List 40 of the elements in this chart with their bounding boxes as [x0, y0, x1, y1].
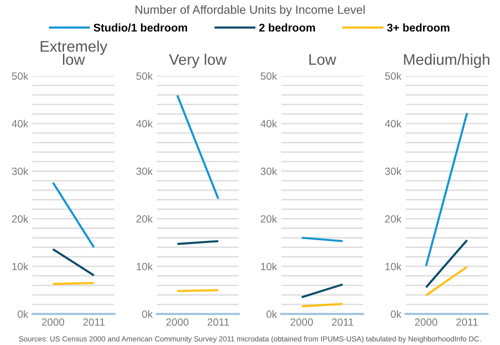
y-tick-label: 50k: [385, 72, 402, 80]
y-tick-label: 50k: [12, 72, 28, 80]
y-tick-label: 30k: [385, 167, 402, 175]
x-tick-label: 2011: [83, 318, 105, 326]
y-tick-label: 20k: [12, 214, 28, 223]
y-tick-label: 40k: [260, 120, 278, 128]
y-tick-label: 40k: [384, 120, 402, 128]
x-tick-label: 2000: [415, 318, 438, 326]
y-tick-label: 20k: [136, 214, 153, 223]
y-tick-label: 50k: [260, 72, 278, 80]
y-tick-label: 10k: [261, 262, 278, 270]
y-tick-label: 40k: [12, 120, 28, 128]
chart-title: Low: [309, 54, 336, 65]
y-tick-label: 30k: [12, 167, 28, 175]
x-tick-label: 2011: [456, 318, 478, 326]
legend-label: 3+ bedroom: [387, 23, 450, 32]
y-tick-label: 50k: [136, 72, 153, 80]
x-tick-label: 2000: [42, 318, 64, 326]
x-tick-label: 2011: [208, 318, 229, 326]
y-tick-label: 30k: [260, 167, 278, 175]
x-tick-label: 2011: [332, 318, 354, 326]
chart-title: Extremely low: [40, 40, 108, 65]
legend-label: Studio/1 bedroom: [94, 23, 188, 32]
y-tick-label: 10k: [12, 262, 28, 270]
y-tick-label: 30k: [136, 167, 153, 175]
y-tick-label: 20k: [385, 214, 402, 223]
y-tick-label: 40k: [136, 120, 153, 128]
y-tick-label: 10k: [385, 262, 402, 270]
chart-title: Medium/high: [404, 54, 490, 68]
chart-title: Very low: [169, 54, 227, 68]
y-tick-label: 0k: [18, 310, 28, 318]
y-tick-label: 0k: [142, 310, 153, 318]
y-tick-label: 20k: [260, 214, 278, 223]
y-tick-label: 0k: [390, 310, 402, 318]
y-tick-label: 0k: [266, 310, 278, 318]
x-tick-label: 2000: [290, 318, 313, 326]
legend-label: 2 bedroom: [259, 23, 315, 32]
y-tick-label: 10k: [136, 262, 153, 270]
x-tick-label: 2000: [166, 318, 189, 326]
text: Number of Affordable Units by Income Level: [136, 5, 365, 16]
